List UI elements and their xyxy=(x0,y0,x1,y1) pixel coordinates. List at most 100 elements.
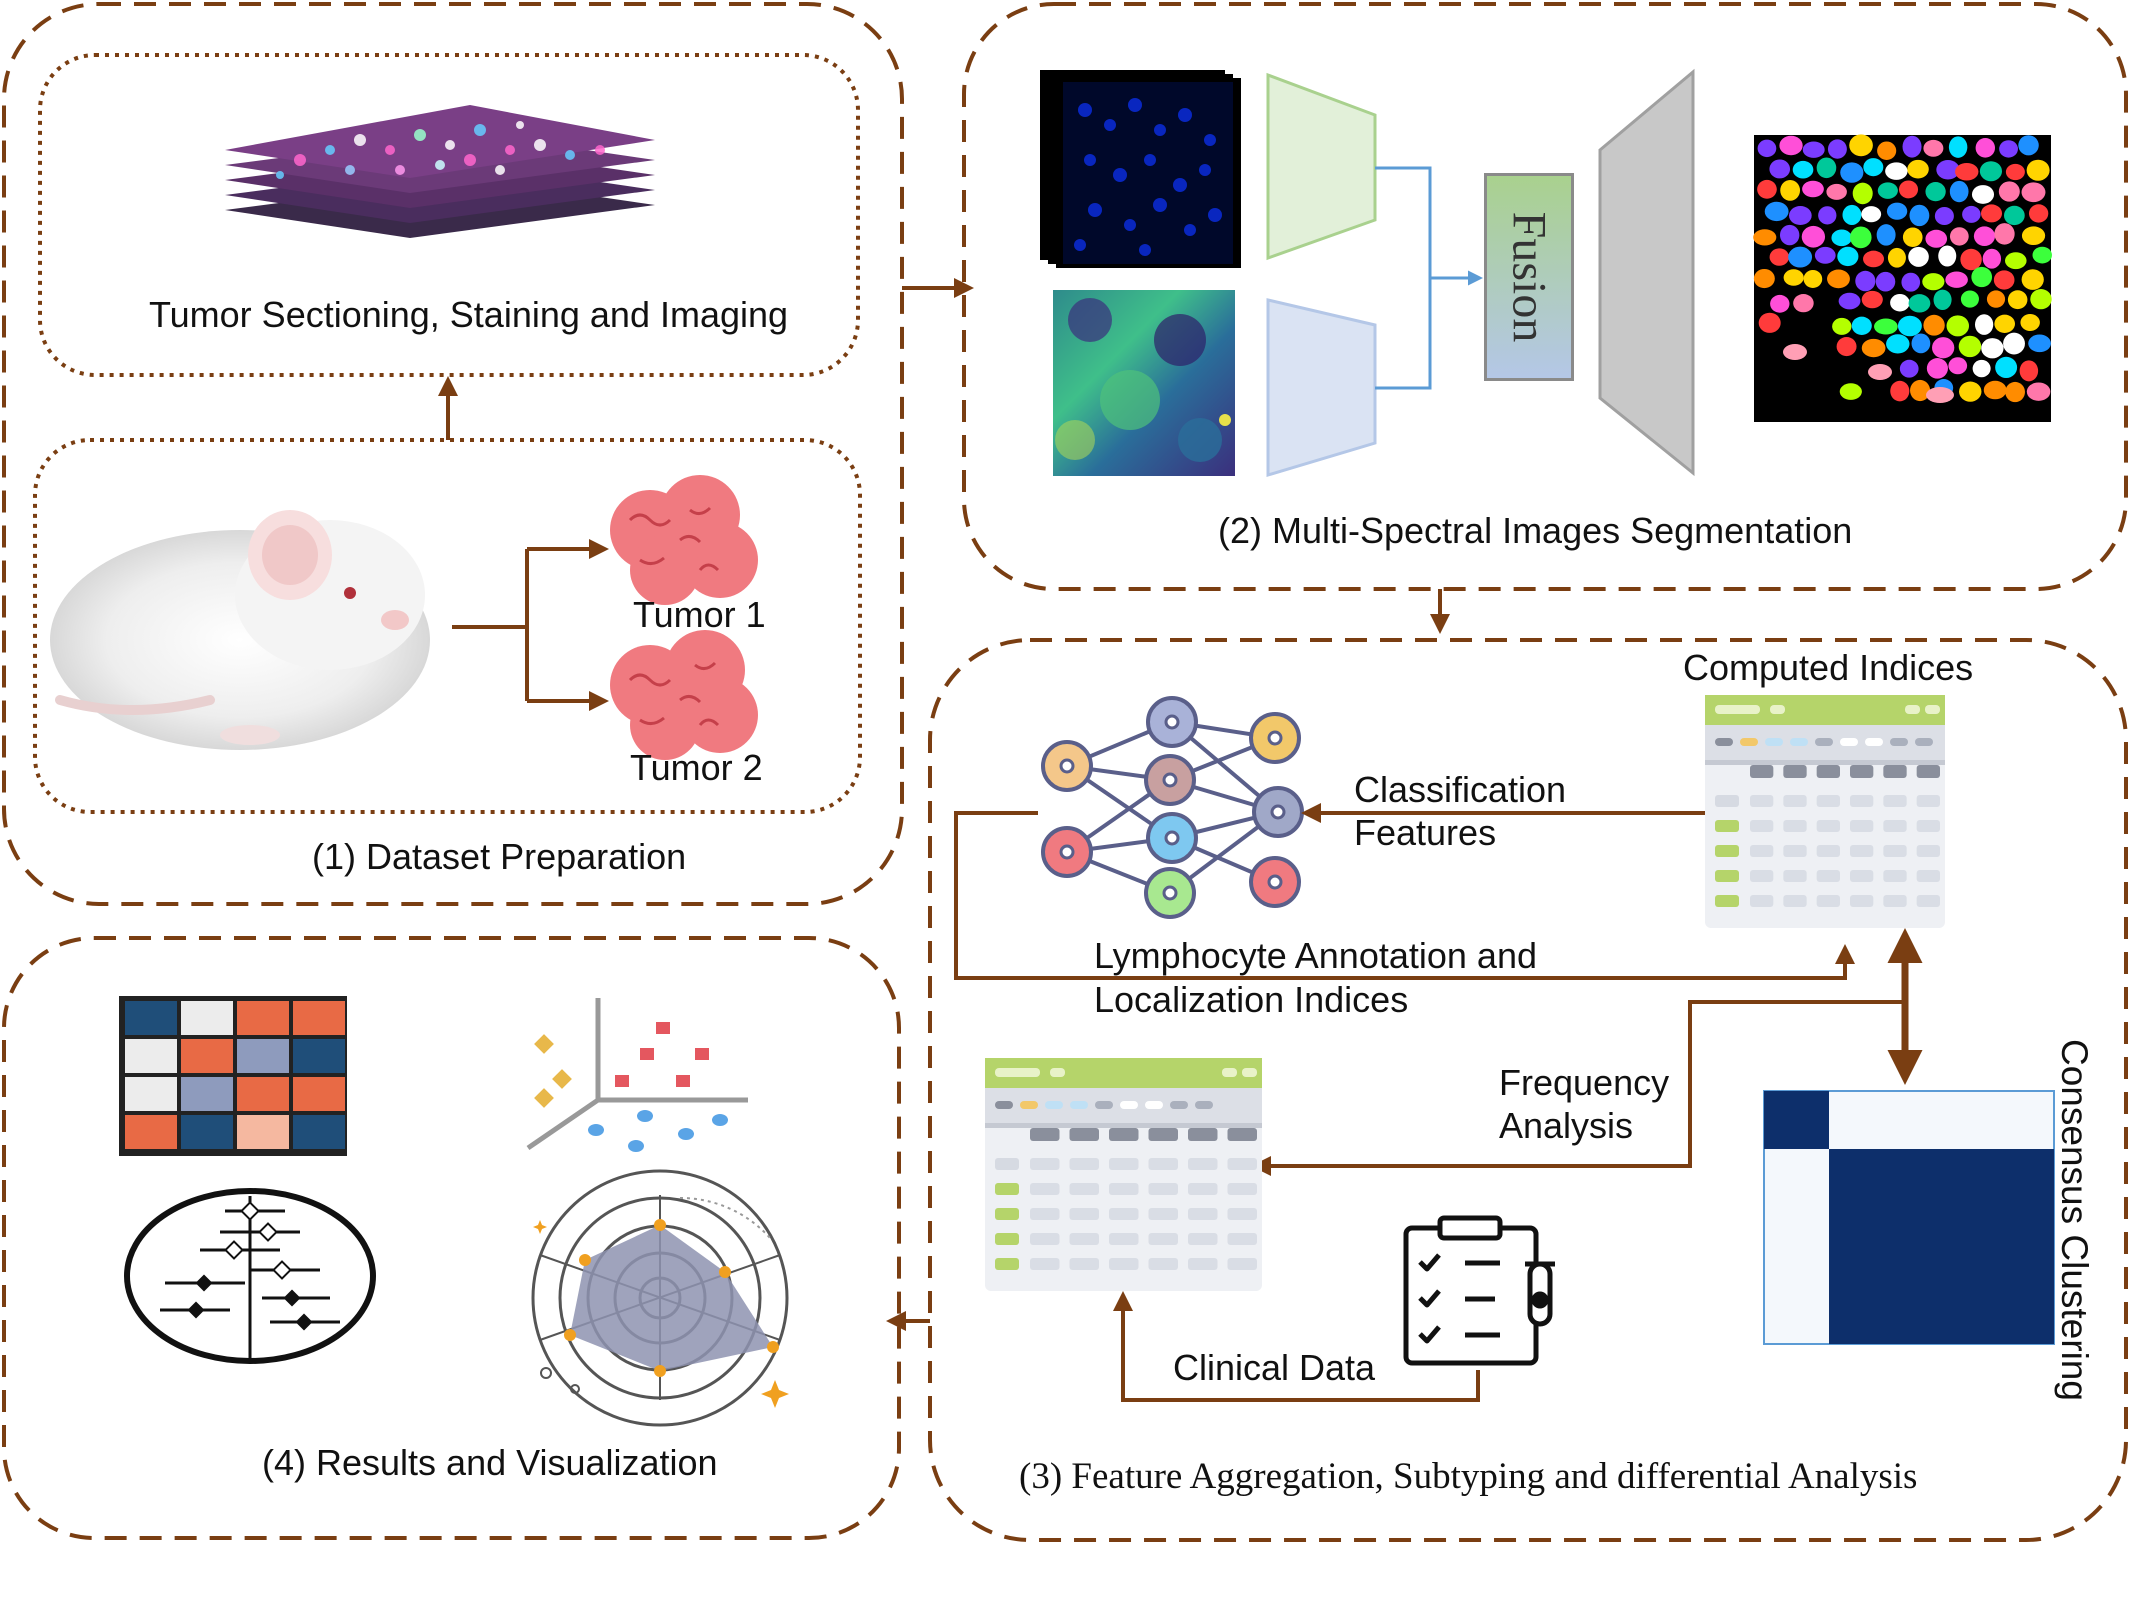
panel-3-outline xyxy=(928,638,2128,1542)
table-row-marker xyxy=(995,1258,1019,1270)
segmented-cell xyxy=(1789,205,1812,226)
table-cell xyxy=(1816,870,1840,882)
panel-1-title: (1) Dataset Preparation xyxy=(312,836,687,877)
table-toolbar-chip xyxy=(1045,1101,1063,1109)
segmented-cell xyxy=(1948,136,1968,158)
network-node-core xyxy=(1059,758,1075,774)
table-row-marker xyxy=(995,1183,1019,1195)
table-toolbar-chip xyxy=(1790,738,1808,746)
segmented-cell xyxy=(1842,204,1862,225)
table-cell xyxy=(1188,1258,1218,1270)
segmented-cell xyxy=(1753,268,1775,289)
table-cell xyxy=(1227,1258,1257,1270)
segmented-cell xyxy=(1861,290,1883,309)
table-cell xyxy=(1783,870,1807,882)
segmented-cell xyxy=(1803,269,1823,288)
table-cell xyxy=(1148,1233,1178,1245)
segmented-cell xyxy=(1948,357,1968,375)
table-cell xyxy=(1030,1158,1060,1170)
heatmap-cell xyxy=(293,1077,345,1111)
table-cell xyxy=(1850,870,1874,882)
table-cell xyxy=(1883,870,1907,882)
table-toolbar-chip xyxy=(1145,1101,1163,1109)
network-node-core xyxy=(1267,730,1283,746)
segmented-cell xyxy=(1779,135,1803,156)
segmented-cell xyxy=(1908,294,1931,313)
segmented-cell xyxy=(2021,182,2046,203)
segmented-cell xyxy=(1840,162,1864,183)
segmented-cell xyxy=(1925,229,1948,248)
segmented-cell xyxy=(1926,387,1954,403)
segmented-cell xyxy=(1886,334,1910,354)
segmented-cell xyxy=(1979,161,2003,182)
table-row-marker xyxy=(1715,795,1739,807)
segmented-cell xyxy=(1818,206,1837,225)
segmented-cell xyxy=(1902,135,1922,158)
segmentation-output xyxy=(1753,134,2052,422)
decoder xyxy=(1598,68,1695,477)
segmented-cell xyxy=(1973,226,1996,246)
segmented-cell xyxy=(2005,163,2025,181)
table-cell xyxy=(1883,795,1907,807)
segmented-cell xyxy=(1849,134,1873,157)
segmented-cell xyxy=(2018,135,2039,156)
table-toolbar-chip xyxy=(1840,738,1858,746)
table-header-cell xyxy=(1109,1128,1139,1141)
segmented-cell xyxy=(2005,381,2025,403)
table-cell xyxy=(1783,795,1807,807)
tumor-1-label: Tumor 1 xyxy=(633,594,766,635)
heatmap-cell xyxy=(125,1077,177,1111)
segmented-cell xyxy=(1863,250,1884,268)
segmented-cell xyxy=(1861,338,1886,358)
table-cell xyxy=(1030,1233,1060,1245)
table-cell xyxy=(1188,1183,1218,1195)
segmented-cell xyxy=(1999,140,2018,158)
classification-label-1: Classification xyxy=(1354,769,1567,810)
segmented-cell xyxy=(2028,204,2049,223)
table-row-marker xyxy=(995,1208,1019,1220)
table-cell xyxy=(1148,1208,1178,1220)
segmented-cell xyxy=(1936,159,1960,180)
table-cell xyxy=(1227,1208,1257,1220)
segmented-cell xyxy=(2005,252,2027,270)
table-row-marker xyxy=(1715,895,1739,907)
table-header-cell xyxy=(1188,1128,1218,1141)
segmented-cell xyxy=(2003,332,2025,355)
table-cell xyxy=(1850,895,1874,907)
segmented-cell xyxy=(1909,204,1930,227)
table-header-cell xyxy=(1816,765,1840,778)
table-toolbar-chip xyxy=(1170,1101,1188,1109)
segmented-cell xyxy=(1814,246,1836,264)
table-cell xyxy=(1227,1158,1257,1170)
table-cell xyxy=(1850,845,1874,857)
multispectral-image-stack xyxy=(1040,70,1241,268)
heatmap-cell xyxy=(293,1039,345,1073)
segmented-cell xyxy=(1836,337,1857,357)
segmented-cell xyxy=(1757,179,1777,199)
network-node-core xyxy=(1164,830,1180,846)
table-cell xyxy=(1069,1208,1099,1220)
table-cell xyxy=(1109,1158,1139,1170)
segmented-cell xyxy=(1758,312,1781,333)
segmented-cell xyxy=(1994,223,2015,245)
table-cell xyxy=(1883,895,1907,907)
segmented-cell xyxy=(1816,157,1837,179)
panel-2-title: (2) Multi-Spectral Images Segmentation xyxy=(1218,510,1853,551)
table-row-marker xyxy=(995,1158,1019,1170)
table-cell xyxy=(1069,1183,1099,1195)
segmented-cell xyxy=(1890,294,1910,312)
segmented-cell xyxy=(1926,358,1948,379)
segmented-cell xyxy=(1898,180,1919,199)
frequency-label-1: Frequency xyxy=(1499,1062,1670,1103)
table-cell xyxy=(1916,895,1940,907)
heatmap-cell xyxy=(293,1115,345,1149)
table-toolbar-chip xyxy=(1715,738,1733,746)
segmented-cell xyxy=(1769,159,1791,179)
segmented-cell xyxy=(2026,159,2050,181)
lymphocyte-label-2: Localization Indices xyxy=(1094,979,1409,1020)
heatmap-cell xyxy=(237,1077,289,1111)
segmented-cell xyxy=(1959,381,1982,402)
table-cell xyxy=(1916,795,1940,807)
mouse-box xyxy=(33,438,862,814)
clinical-data-label: Clinical Data xyxy=(1173,1347,1376,1388)
